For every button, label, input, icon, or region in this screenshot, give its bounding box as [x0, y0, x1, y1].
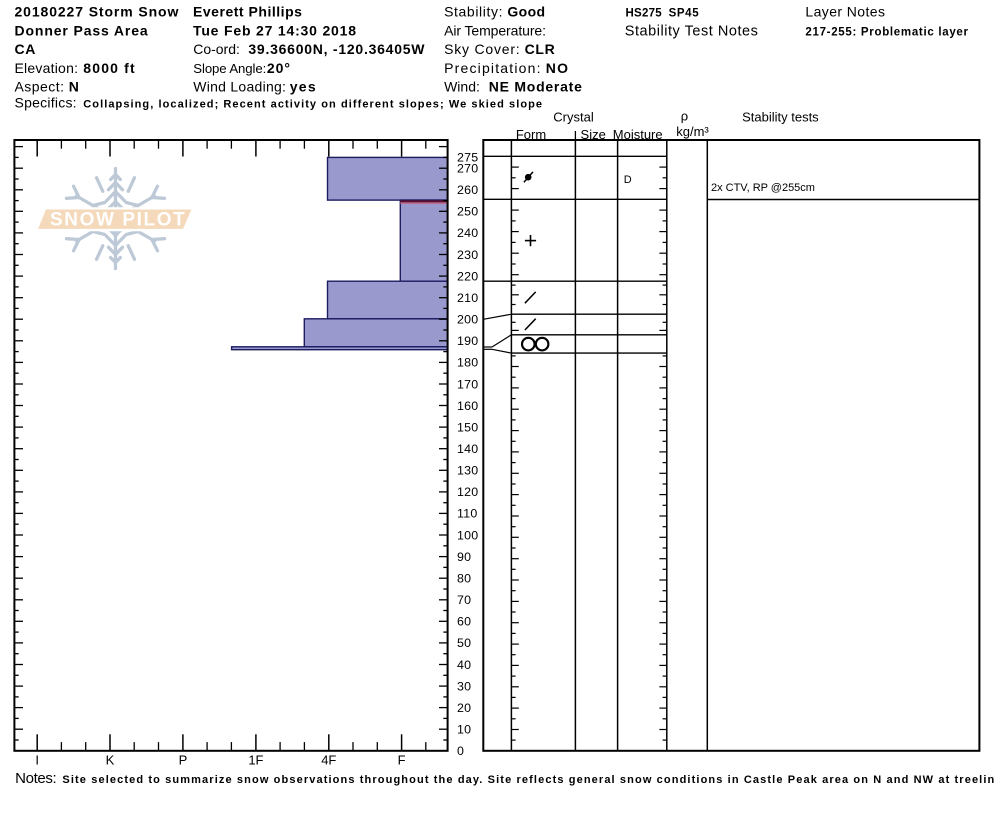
svg-text:90: 90	[457, 550, 471, 564]
svg-text:ρ: ρ	[681, 109, 688, 124]
svg-text:I: I	[35, 753, 39, 768]
svg-text:P: P	[179, 753, 188, 768]
svg-text:Site selected to summarize sno: Site selected to summarize snow observat…	[62, 774, 994, 786]
svg-text:K: K	[106, 753, 115, 768]
svg-text:HS275: HS275	[626, 8, 663, 20]
svg-text:60: 60	[457, 615, 471, 629]
svg-text:SNOW PILOT: SNOW PILOT	[50, 210, 186, 231]
svg-text:275: 275	[457, 151, 478, 165]
svg-text:190: 190	[457, 334, 478, 348]
svg-text:Specifics:: Specifics:	[15, 94, 77, 110]
svg-text:Aspect:: Aspect:	[15, 79, 65, 95]
svg-text:230: 230	[457, 248, 478, 262]
svg-text:250: 250	[457, 205, 478, 219]
svg-text:1F: 1F	[248, 753, 263, 768]
svg-text:20: 20	[457, 701, 471, 715]
svg-text:Stability:: Stability:	[444, 4, 503, 20]
svg-text:Form: Form	[516, 127, 546, 142]
svg-text:240: 240	[457, 226, 478, 240]
svg-text:10: 10	[457, 723, 471, 737]
svg-text:Wind:: Wind:	[444, 79, 480, 95]
svg-text:Everett Phillips: Everett Phillips	[193, 4, 302, 20]
svg-text:270: 270	[457, 162, 478, 176]
svg-text:Stability tests: Stability tests	[742, 110, 819, 125]
svg-text:Notes:: Notes:	[15, 770, 56, 787]
svg-text:Moisture: Moisture	[613, 127, 663, 142]
svg-text:217-255: Problematic layer: 217-255: Problematic layer	[805, 26, 968, 38]
svg-text:N: N	[69, 79, 79, 95]
svg-text:140: 140	[457, 442, 478, 456]
svg-text:SP45: SP45	[669, 8, 700, 20]
svg-text:Precipitation:: Precipitation:	[444, 60, 542, 76]
svg-text:CLR: CLR	[525, 41, 556, 57]
svg-text:130: 130	[457, 464, 478, 478]
svg-text:50: 50	[457, 636, 471, 650]
svg-text:Stability Test Notes: Stability Test Notes	[625, 23, 759, 39]
svg-text:40: 40	[457, 658, 471, 672]
svg-text:150: 150	[457, 420, 478, 434]
svg-text:120: 120	[457, 485, 478, 499]
svg-text:Collapsing, localized; Recent: Collapsing, localized; Recent activity o…	[83, 98, 543, 110]
svg-text:kg/m³: kg/m³	[676, 124, 709, 139]
svg-text:CA: CA	[15, 41, 36, 57]
svg-text:Size: Size	[581, 127, 606, 142]
svg-text:30: 30	[457, 679, 471, 693]
svg-text:180: 180	[457, 356, 478, 370]
svg-text:Layer Notes: Layer Notes	[805, 4, 885, 20]
svg-text:20180227 Storm Snow: 20180227 Storm Snow	[15, 4, 180, 20]
svg-text:0: 0	[457, 744, 464, 758]
svg-text:100: 100	[457, 528, 478, 542]
svg-text:110: 110	[457, 507, 478, 521]
svg-text:220: 220	[457, 269, 478, 283]
svg-text:20°: 20°	[267, 60, 291, 76]
svg-text:8000 ft: 8000 ft	[83, 60, 136, 76]
svg-text:2x CTV, RP @255cm: 2x CTV, RP @255cm	[711, 182, 815, 194]
svg-text:Air Temperature:: Air Temperature:	[444, 22, 546, 38]
svg-text:yes: yes	[290, 79, 317, 95]
svg-text:Donner Pass Area: Donner Pass Area	[15, 22, 149, 38]
svg-text:Tue Feb 27 14:30 2018: Tue Feb 27 14:30 2018	[193, 22, 357, 38]
svg-text:Slope Angle:: Slope Angle:	[193, 61, 266, 76]
svg-text:39.36600N, -120.36405W: 39.36600N, -120.36405W	[248, 41, 425, 57]
svg-text:NE Moderate: NE Moderate	[489, 79, 583, 95]
svg-text:80: 80	[457, 572, 471, 586]
svg-text:Good: Good	[507, 4, 545, 20]
svg-text:D: D	[624, 174, 632, 186]
svg-text:70: 70	[457, 593, 471, 607]
svg-text:Crystal: Crystal	[553, 110, 594, 125]
svg-text:210: 210	[457, 291, 478, 305]
svg-text:4F: 4F	[321, 753, 336, 768]
svg-text:F: F	[398, 753, 406, 768]
svg-text:260: 260	[457, 183, 478, 197]
svg-text:Elevation:: Elevation:	[15, 60, 79, 76]
svg-text:Sky Cover:: Sky Cover:	[444, 41, 520, 57]
svg-text:Wind Loading:: Wind Loading:	[193, 79, 286, 95]
svg-text:200: 200	[457, 313, 478, 327]
svg-text:170: 170	[457, 377, 478, 391]
svg-text:Co-ord:: Co-ord:	[193, 41, 240, 57]
svg-text:NO: NO	[546, 60, 570, 76]
svg-text:160: 160	[457, 399, 478, 413]
